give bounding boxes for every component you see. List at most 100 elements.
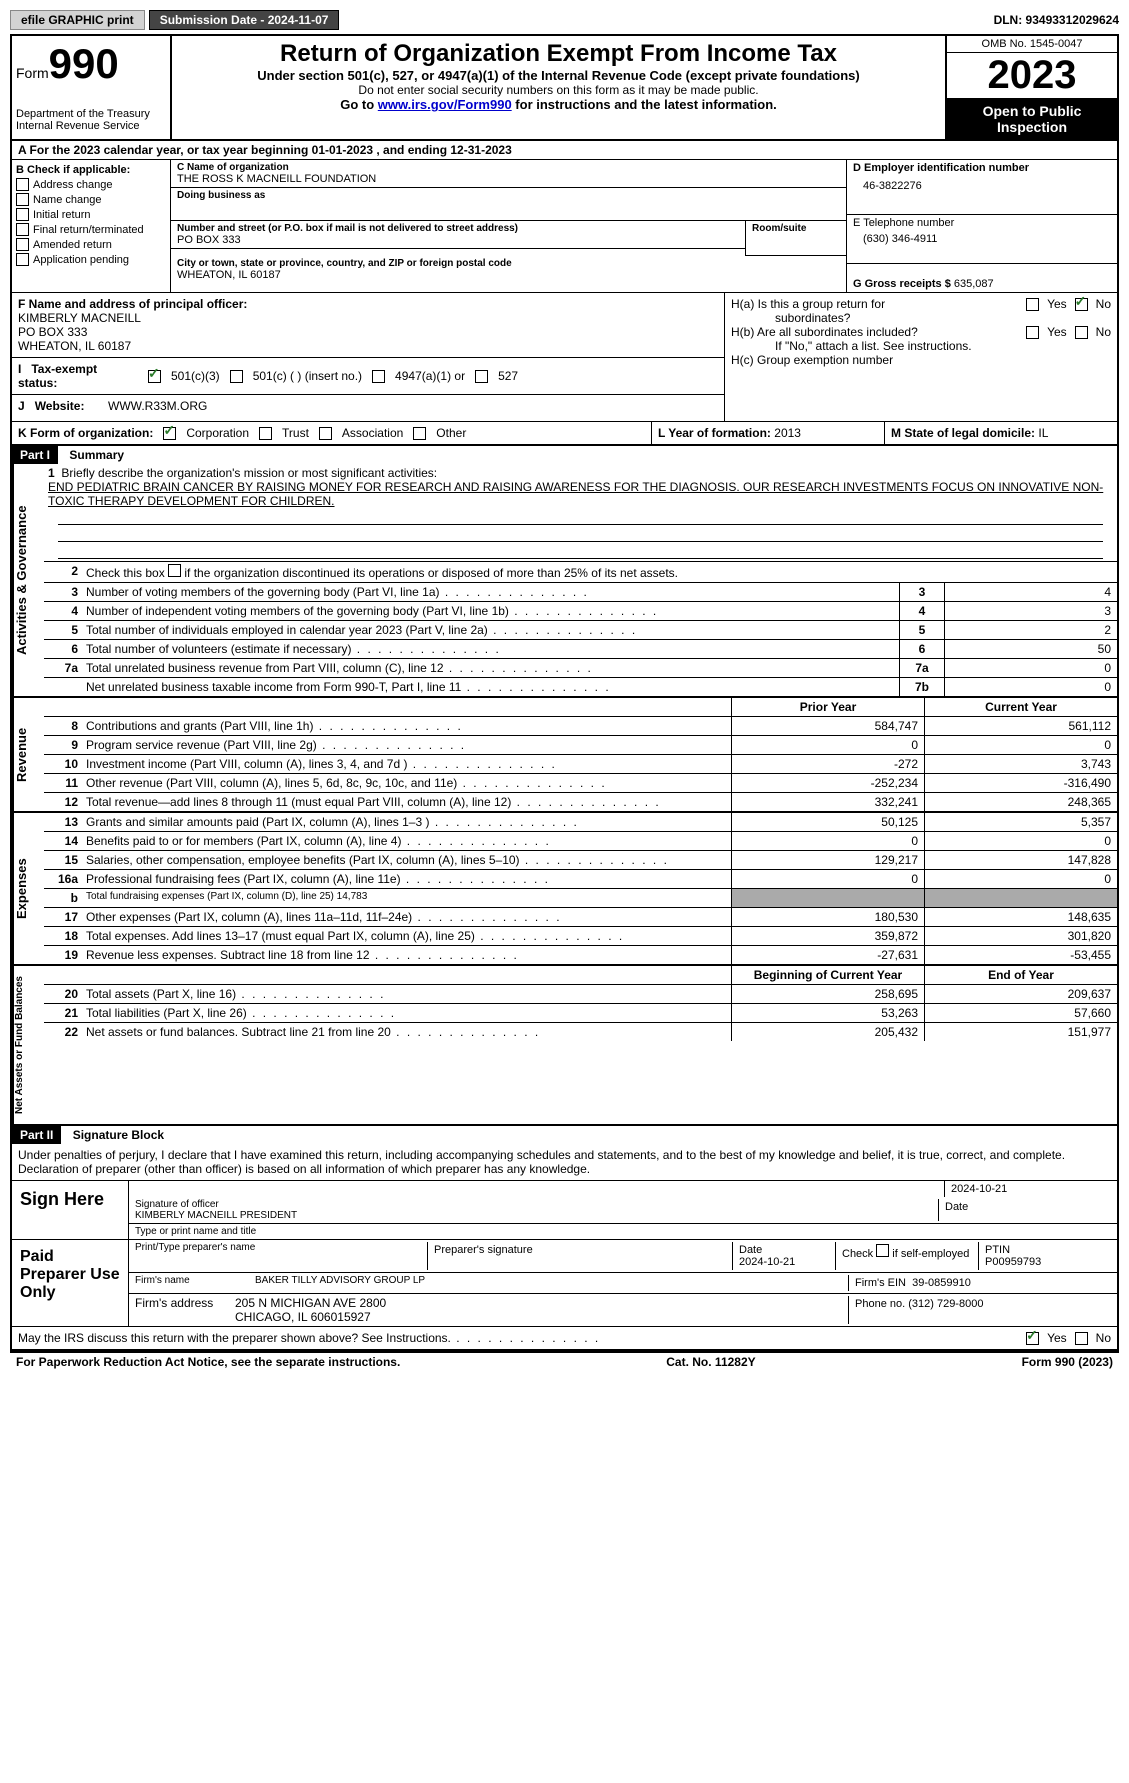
header-right: OMB No. 1545-0047 2023 Open to Public In…	[945, 36, 1117, 139]
summary-line: 10Investment income (Part VIII, column (…	[44, 754, 1117, 773]
cb-501c[interactable]	[230, 370, 243, 383]
firm-addr1: 205 N MICHIGAN AVE 2800	[235, 1296, 386, 1310]
mission-label: Briefly describe the organization's miss…	[61, 466, 437, 480]
officer-label: F Name and address of principal officer:	[18, 297, 247, 311]
cb-discuss-no[interactable]	[1075, 1332, 1088, 1345]
website-label: J Website:	[18, 399, 98, 413]
paid-preparer-section: Paid Preparer Use Only Print/Type prepar…	[12, 1239, 1117, 1326]
year-formation-value: 2013	[774, 426, 801, 440]
cb-name-change[interactable]	[16, 193, 29, 206]
cb-other[interactable]	[413, 427, 426, 440]
summary-line: 17Other expenses (Part IX, column (A), l…	[44, 907, 1117, 926]
cb-self-employed[interactable]	[876, 1244, 889, 1257]
phone-label: E Telephone number	[853, 217, 1111, 229]
summary-line: 7aTotal unrelated business revenue from …	[44, 658, 1117, 677]
ptin-label: PTIN	[985, 1244, 1010, 1256]
summary-line: 4Number of independent voting members of…	[44, 601, 1117, 620]
firm-addr-label: Firm's address	[135, 1296, 235, 1324]
ssn-note: Do not enter social security numbers on …	[176, 83, 941, 97]
column-b: B Check if applicable: Address change Na…	[12, 160, 171, 292]
cb-ha-yes[interactable]	[1026, 298, 1039, 311]
cb-corp[interactable]	[163, 427, 176, 440]
gross-label: G Gross receipts $	[853, 278, 951, 290]
sign-here-section: Sign Here 2024-10-21 Signature of office…	[12, 1180, 1117, 1239]
form-title: Return of Organization Exempt From Incom…	[176, 40, 941, 68]
cb-assoc[interactable]	[319, 427, 332, 440]
city-value: WHEATON, IL 60187	[177, 269, 840, 281]
paid-preparer-label: Paid Preparer Use Only	[12, 1240, 128, 1326]
cb-initial-return[interactable]	[16, 208, 29, 221]
prep-date-label: Date	[739, 1244, 762, 1256]
submission-date: Submission Date - 2024-11-07	[149, 10, 340, 30]
part2-title: Signature Block	[73, 1128, 164, 1142]
sig-date-label: Date	[938, 1199, 1111, 1221]
firm-name: BAKER TILLY ADVISORY GROUP LP	[235, 1275, 848, 1291]
part1-header-row: Part I Summary	[12, 444, 1117, 464]
lbl-4947: 4947(a)(1) or	[395, 369, 465, 383]
firm-addr2: CHICAGO, IL 606015927	[235, 1310, 371, 1324]
firm-phone-label: Phone no.	[855, 1298, 905, 1310]
cb-address-change[interactable]	[16, 178, 29, 191]
form-container: Form990 Department of the Treasury Inter…	[10, 34, 1119, 1351]
mission-text: END PEDIATRIC BRAIN CANCER BY RAISING MO…	[48, 480, 1103, 508]
revenue-section: Revenue Prior Year Current Year 8Contrib…	[12, 696, 1117, 811]
cb-final-return[interactable]	[16, 223, 29, 236]
row-a-tax-year: A For the 2023 calendar year, or tax yea…	[12, 141, 1117, 160]
cb-501c3[interactable]	[148, 370, 161, 383]
sign-here-label: Sign Here	[12, 1181, 128, 1239]
irs-link[interactable]: www.irs.gov/Form990	[378, 97, 512, 112]
tax-year: 2023	[947, 53, 1117, 99]
activities-governance-section: Activities & Governance 1 Briefly descri…	[12, 464, 1117, 696]
section-fh: F Name and address of principal officer:…	[12, 292, 1117, 421]
firm-name-label: Firm's name	[135, 1275, 235, 1291]
domicile-label: M State of legal domicile:	[891, 426, 1035, 440]
check-applicable-label: B Check if applicable:	[16, 164, 166, 176]
discuss-text: May the IRS discuss this return with the…	[18, 1331, 600, 1345]
form-subtitle: Under section 501(c), 527, or 4947(a)(1)…	[176, 68, 941, 83]
lbl-527: 527	[498, 369, 518, 383]
lbl-other: Other	[436, 426, 466, 440]
cb-trust[interactable]	[259, 427, 272, 440]
cb-527[interactable]	[475, 370, 488, 383]
cb-4947[interactable]	[372, 370, 385, 383]
cb-ha-no[interactable]	[1075, 298, 1088, 311]
column-d: D Employer identification number 46-3822…	[847, 160, 1117, 292]
goto-post: for instructions and the latest informat…	[512, 97, 777, 112]
form-footer: Form 990 (2023)	[1022, 1355, 1113, 1369]
phone-value: (630) 346-4911	[853, 229, 1111, 249]
lbl-name-change: Name change	[33, 194, 102, 206]
cb-discontinued[interactable]	[168, 564, 181, 577]
prep-name-label: Print/Type preparer's name	[135, 1242, 427, 1270]
side-net-assets: Net Assets or Fund Balances	[12, 966, 44, 1124]
cb-app-pending[interactable]	[16, 253, 29, 266]
side-activities: Activities & Governance	[12, 464, 44, 696]
summary-line: 13Grants and similar amounts paid (Part …	[44, 813, 1117, 831]
summary-line: 22Net assets or fund balances. Subtract …	[44, 1022, 1117, 1041]
form-label: Form	[16, 65, 49, 81]
lbl-initial-return: Initial return	[33, 209, 90, 221]
cb-hb-no[interactable]	[1075, 326, 1088, 339]
summary-line: 21Total liabilities (Part X, line 26)53,…	[44, 1003, 1117, 1022]
ein-value: 46-3822276	[853, 174, 1111, 198]
top-bar: efile GRAPHIC print Submission Date - 20…	[10, 10, 1119, 30]
org-name-label: C Name of organization	[177, 162, 840, 173]
addr-label: Number and street (or P.O. box if mail i…	[177, 223, 739, 234]
side-expenses: Expenses	[12, 813, 44, 964]
lbl-trust: Trust	[282, 426, 309, 440]
officer-addr2: WHEATON, IL 60187	[18, 339, 131, 353]
cb-hb-yes[interactable]	[1026, 326, 1039, 339]
side-revenue: Revenue	[12, 698, 44, 811]
part2-badge: Part II	[12, 1126, 61, 1144]
sig-officer-label: Signature of officer	[135, 1199, 219, 1210]
ha-label: H(a) Is this a group return for	[731, 297, 885, 311]
sign-date-top: 2024-10-21	[944, 1181, 1117, 1197]
footer: For Paperwork Reduction Act Notice, see …	[10, 1351, 1119, 1371]
org-name: THE ROSS K MACNEILL FOUNDATION	[177, 173, 840, 185]
cb-amended[interactable]	[16, 238, 29, 251]
efile-button[interactable]: efile GRAPHIC print	[10, 10, 145, 30]
ha-sub: subordinates?	[731, 311, 850, 325]
header-center: Return of Organization Exempt From Incom…	[172, 36, 945, 139]
summary-line: 6Total number of volunteers (estimate if…	[44, 639, 1117, 658]
cb-discuss-yes[interactable]	[1026, 1332, 1039, 1345]
website-value: WWW.R33M.ORG	[108, 399, 207, 413]
